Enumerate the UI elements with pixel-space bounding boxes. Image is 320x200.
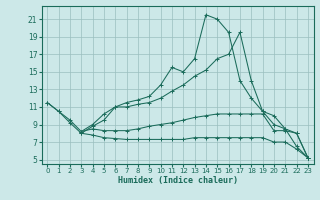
X-axis label: Humidex (Indice chaleur): Humidex (Indice chaleur)	[118, 176, 237, 185]
